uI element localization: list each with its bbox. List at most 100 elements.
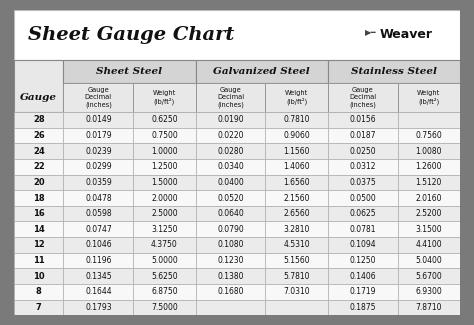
Bar: [398, 268, 460, 284]
Text: Gauge
Decimal
(inches): Gauge Decimal (inches): [349, 87, 376, 108]
Text: 0.0500: 0.0500: [349, 194, 376, 202]
Bar: [265, 112, 328, 128]
Bar: [265, 83, 328, 112]
Text: 5.6700: 5.6700: [415, 272, 442, 281]
Text: 16: 16: [33, 209, 45, 218]
Text: 4.5310: 4.5310: [283, 240, 310, 249]
Bar: [133, 128, 196, 143]
Text: 14: 14: [33, 225, 45, 234]
Text: 2.1560: 2.1560: [283, 194, 310, 202]
Text: 5.6250: 5.6250: [151, 272, 178, 281]
Bar: [265, 128, 328, 143]
Text: 0.1793: 0.1793: [85, 303, 112, 312]
Bar: [133, 206, 196, 221]
Bar: [64, 159, 133, 175]
Text: 0.1719: 0.1719: [349, 287, 376, 296]
Bar: [196, 60, 328, 83]
Bar: [398, 237, 460, 253]
Text: 11: 11: [33, 256, 45, 265]
Bar: [265, 175, 328, 190]
Text: 0.0598: 0.0598: [85, 209, 112, 218]
Bar: [328, 253, 398, 268]
Bar: [398, 190, 460, 206]
Text: 0.0478: 0.0478: [85, 194, 112, 202]
Bar: [398, 83, 460, 112]
Text: 0.0625: 0.0625: [349, 209, 376, 218]
Text: 1.5120: 1.5120: [416, 178, 442, 187]
Bar: [398, 221, 460, 237]
Text: 1.6560: 1.6560: [283, 178, 310, 187]
Bar: [196, 253, 265, 268]
Bar: [196, 83, 265, 112]
Bar: [133, 190, 196, 206]
Bar: [398, 112, 460, 128]
Bar: [196, 206, 265, 221]
Text: 4.3750: 4.3750: [151, 240, 178, 249]
Bar: [133, 253, 196, 268]
Bar: [133, 221, 196, 237]
Bar: [133, 268, 196, 284]
Bar: [133, 112, 196, 128]
Text: Sheet Steel: Sheet Steel: [96, 67, 163, 76]
Text: 7.8710: 7.8710: [415, 303, 442, 312]
Text: 2.0000: 2.0000: [151, 194, 178, 202]
Text: 0.0312: 0.0312: [349, 162, 376, 171]
Bar: [265, 284, 328, 300]
Bar: [328, 300, 398, 315]
Text: 0.0375: 0.0375: [349, 178, 376, 187]
Text: 10: 10: [33, 272, 45, 281]
Bar: [196, 143, 265, 159]
Bar: [328, 128, 398, 143]
Text: 0.0400: 0.0400: [217, 178, 244, 187]
Bar: [196, 300, 265, 315]
Text: Weight
(lb/ft²): Weight (lb/ft²): [153, 90, 176, 105]
Bar: [14, 175, 64, 190]
Bar: [133, 143, 196, 159]
Bar: [14, 206, 64, 221]
Text: 0.0340: 0.0340: [217, 162, 244, 171]
Text: 0.1875: 0.1875: [349, 303, 376, 312]
Text: 0.0280: 0.0280: [217, 147, 244, 156]
Text: 0.1046: 0.1046: [85, 240, 112, 249]
Bar: [14, 10, 460, 60]
Text: 0.0179: 0.0179: [85, 131, 112, 140]
Text: 0.9060: 0.9060: [283, 131, 310, 140]
Text: 0.0239: 0.0239: [85, 147, 112, 156]
Text: Sheet Gauge Chart: Sheet Gauge Chart: [27, 26, 234, 44]
Bar: [398, 300, 460, 315]
Text: Galvanized Steel: Galvanized Steel: [213, 67, 310, 76]
Bar: [265, 221, 328, 237]
Text: 0.0640: 0.0640: [217, 209, 244, 218]
Text: 2.6560: 2.6560: [283, 209, 310, 218]
Bar: [328, 112, 398, 128]
Bar: [64, 112, 133, 128]
Bar: [196, 159, 265, 175]
Bar: [14, 237, 64, 253]
Bar: [328, 284, 398, 300]
Text: 0.1680: 0.1680: [217, 287, 244, 296]
Bar: [133, 159, 196, 175]
Text: 0.1345: 0.1345: [85, 272, 112, 281]
Text: 0.7810: 0.7810: [283, 115, 310, 124]
Bar: [133, 300, 196, 315]
Text: 0.1080: 0.1080: [217, 240, 244, 249]
Bar: [328, 143, 398, 159]
Text: 2.0160: 2.0160: [415, 194, 442, 202]
Text: 0.0790: 0.0790: [217, 225, 244, 234]
Bar: [196, 128, 265, 143]
Text: 0.0149: 0.0149: [85, 115, 112, 124]
Bar: [265, 206, 328, 221]
Bar: [64, 128, 133, 143]
Text: 2.5000: 2.5000: [151, 209, 178, 218]
Bar: [196, 190, 265, 206]
Text: 5.1560: 5.1560: [283, 256, 310, 265]
Bar: [196, 237, 265, 253]
Bar: [265, 268, 328, 284]
Bar: [398, 159, 460, 175]
Text: 5.7810: 5.7810: [283, 272, 310, 281]
Text: 0.7500: 0.7500: [151, 131, 178, 140]
Text: 28: 28: [33, 115, 45, 124]
Bar: [133, 237, 196, 253]
Text: 0.0747: 0.0747: [85, 225, 112, 234]
Text: 0.1094: 0.1094: [349, 240, 376, 249]
